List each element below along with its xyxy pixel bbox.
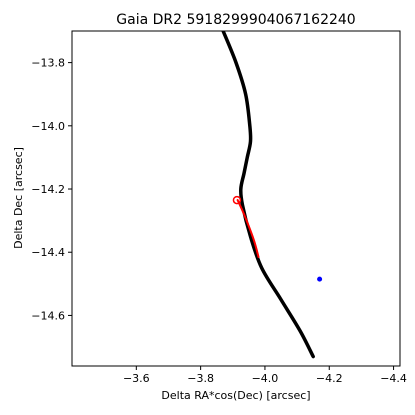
- series-layer: [221, 31, 323, 359]
- x-tick-label: −4.4: [380, 372, 407, 385]
- epoch-marker: [232, 195, 242, 205]
- plot-frame: [71, 30, 401, 367]
- y-tick-label: −13.8: [31, 57, 65, 70]
- x-tick-label: −4.0: [252, 372, 279, 385]
- x-tick-label: −4.2: [316, 372, 343, 385]
- plot-area: [221, 31, 323, 359]
- chart-title: Gaia DR2 5918299904067162240: [116, 12, 355, 28]
- y-axis-ticks: −13.8 −14.0 −14.2 −14.4 −14.6: [31, 57, 72, 322]
- motion-segment-line: [236, 199, 260, 258]
- y-axis-label: Delta Dec [arcsec]: [12, 147, 25, 249]
- y-tick-label: −14.0: [31, 120, 65, 133]
- x-axis-ticks: −3.6 −3.8 −4.0 −4.2 −4.4: [123, 366, 407, 385]
- y-tick-label: −14.4: [31, 246, 65, 259]
- x-axis-label: Delta RA*cos(Dec) [arcsec]: [161, 389, 310, 402]
- y-tick-label: −14.2: [31, 183, 65, 196]
- x-tick-label: −3.8: [187, 372, 214, 385]
- y-tick-label: −14.6: [31, 309, 65, 322]
- x-tick-label: −3.6: [123, 372, 150, 385]
- trajectory-line: [221, 31, 315, 359]
- position-point: [317, 276, 323, 282]
